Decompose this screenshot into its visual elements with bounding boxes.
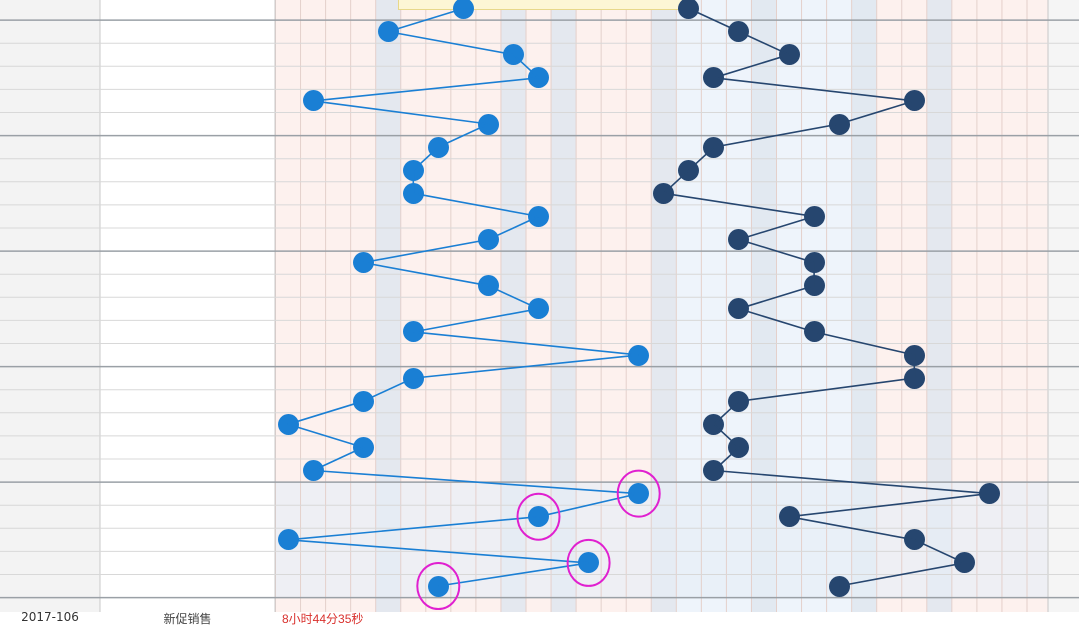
blue-ball-marker — [452, 0, 474, 19]
blue-ball-trend-line — [285, 7, 639, 587]
footer-issue: 2017-106 — [21, 610, 79, 624]
highlight-circle — [616, 469, 661, 518]
highlight-circle — [566, 538, 611, 587]
highlight-circle — [516, 492, 561, 541]
tail-ball-marker — [678, 0, 700, 19]
highlight-circle — [416, 562, 461, 610]
tail-trend-line — [662, 7, 990, 587]
footer-row: 2017-106 新促销售 8小时44分35秒 — [0, 610, 1079, 626]
countdown-timer: 8小时44分35秒 — [282, 612, 364, 626]
blue-ball-marker — [427, 575, 449, 597]
footer-label: 新促销售 — [163, 612, 212, 626]
tail-ball-marker — [828, 575, 850, 597]
